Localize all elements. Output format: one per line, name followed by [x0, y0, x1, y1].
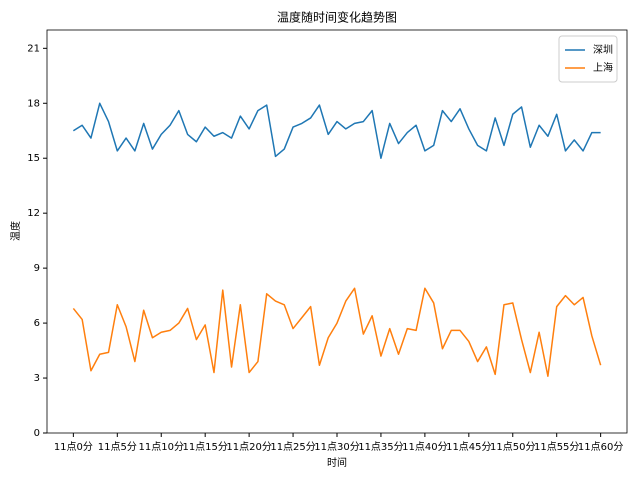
- y-tick-label: 9: [34, 263, 40, 274]
- y-tick-label: 18: [27, 98, 40, 109]
- x-tick-label: 11点60分: [578, 441, 623, 453]
- x-tick-label: 11点25分: [270, 441, 315, 453]
- x-tick-label: 11点20分: [226, 441, 271, 453]
- series-line: [72, 287, 602, 377]
- x-axis-label: 时间: [327, 456, 347, 469]
- plot-frame: [46, 29, 628, 434]
- x-tick-label: 11点15分: [182, 441, 227, 453]
- x-tick-label: 11点10分: [139, 441, 184, 453]
- x-tick-label: 11点5分: [98, 441, 137, 453]
- y-tick-label: 12: [27, 208, 40, 219]
- x-tick-label: 11点35分: [358, 441, 403, 453]
- x-tick-label: 11点55分: [534, 441, 579, 453]
- y-tick-label: 21: [27, 43, 40, 54]
- y-tick-label: 15: [27, 153, 40, 164]
- y-tick-label: 3: [34, 373, 40, 384]
- y-tick-label: 6: [34, 318, 40, 329]
- x-tick-label: 11点0分: [54, 441, 93, 453]
- series-line: [72, 102, 601, 159]
- y-tick-label: 0: [34, 428, 40, 439]
- chart-title: 温度随时间变化趋势图: [277, 10, 397, 25]
- x-tick-label: 11点40分: [402, 441, 447, 453]
- x-tick-label: 11点50分: [490, 441, 535, 453]
- legend-label: 深圳: [593, 44, 613, 56]
- legend-label: 上海: [593, 61, 613, 74]
- x-tick-label: 11点30分: [314, 441, 359, 453]
- y-axis-label: 温度: [9, 221, 22, 241]
- legend-box: [558, 35, 618, 83]
- x-tick-label: 11点45分: [446, 441, 491, 453]
